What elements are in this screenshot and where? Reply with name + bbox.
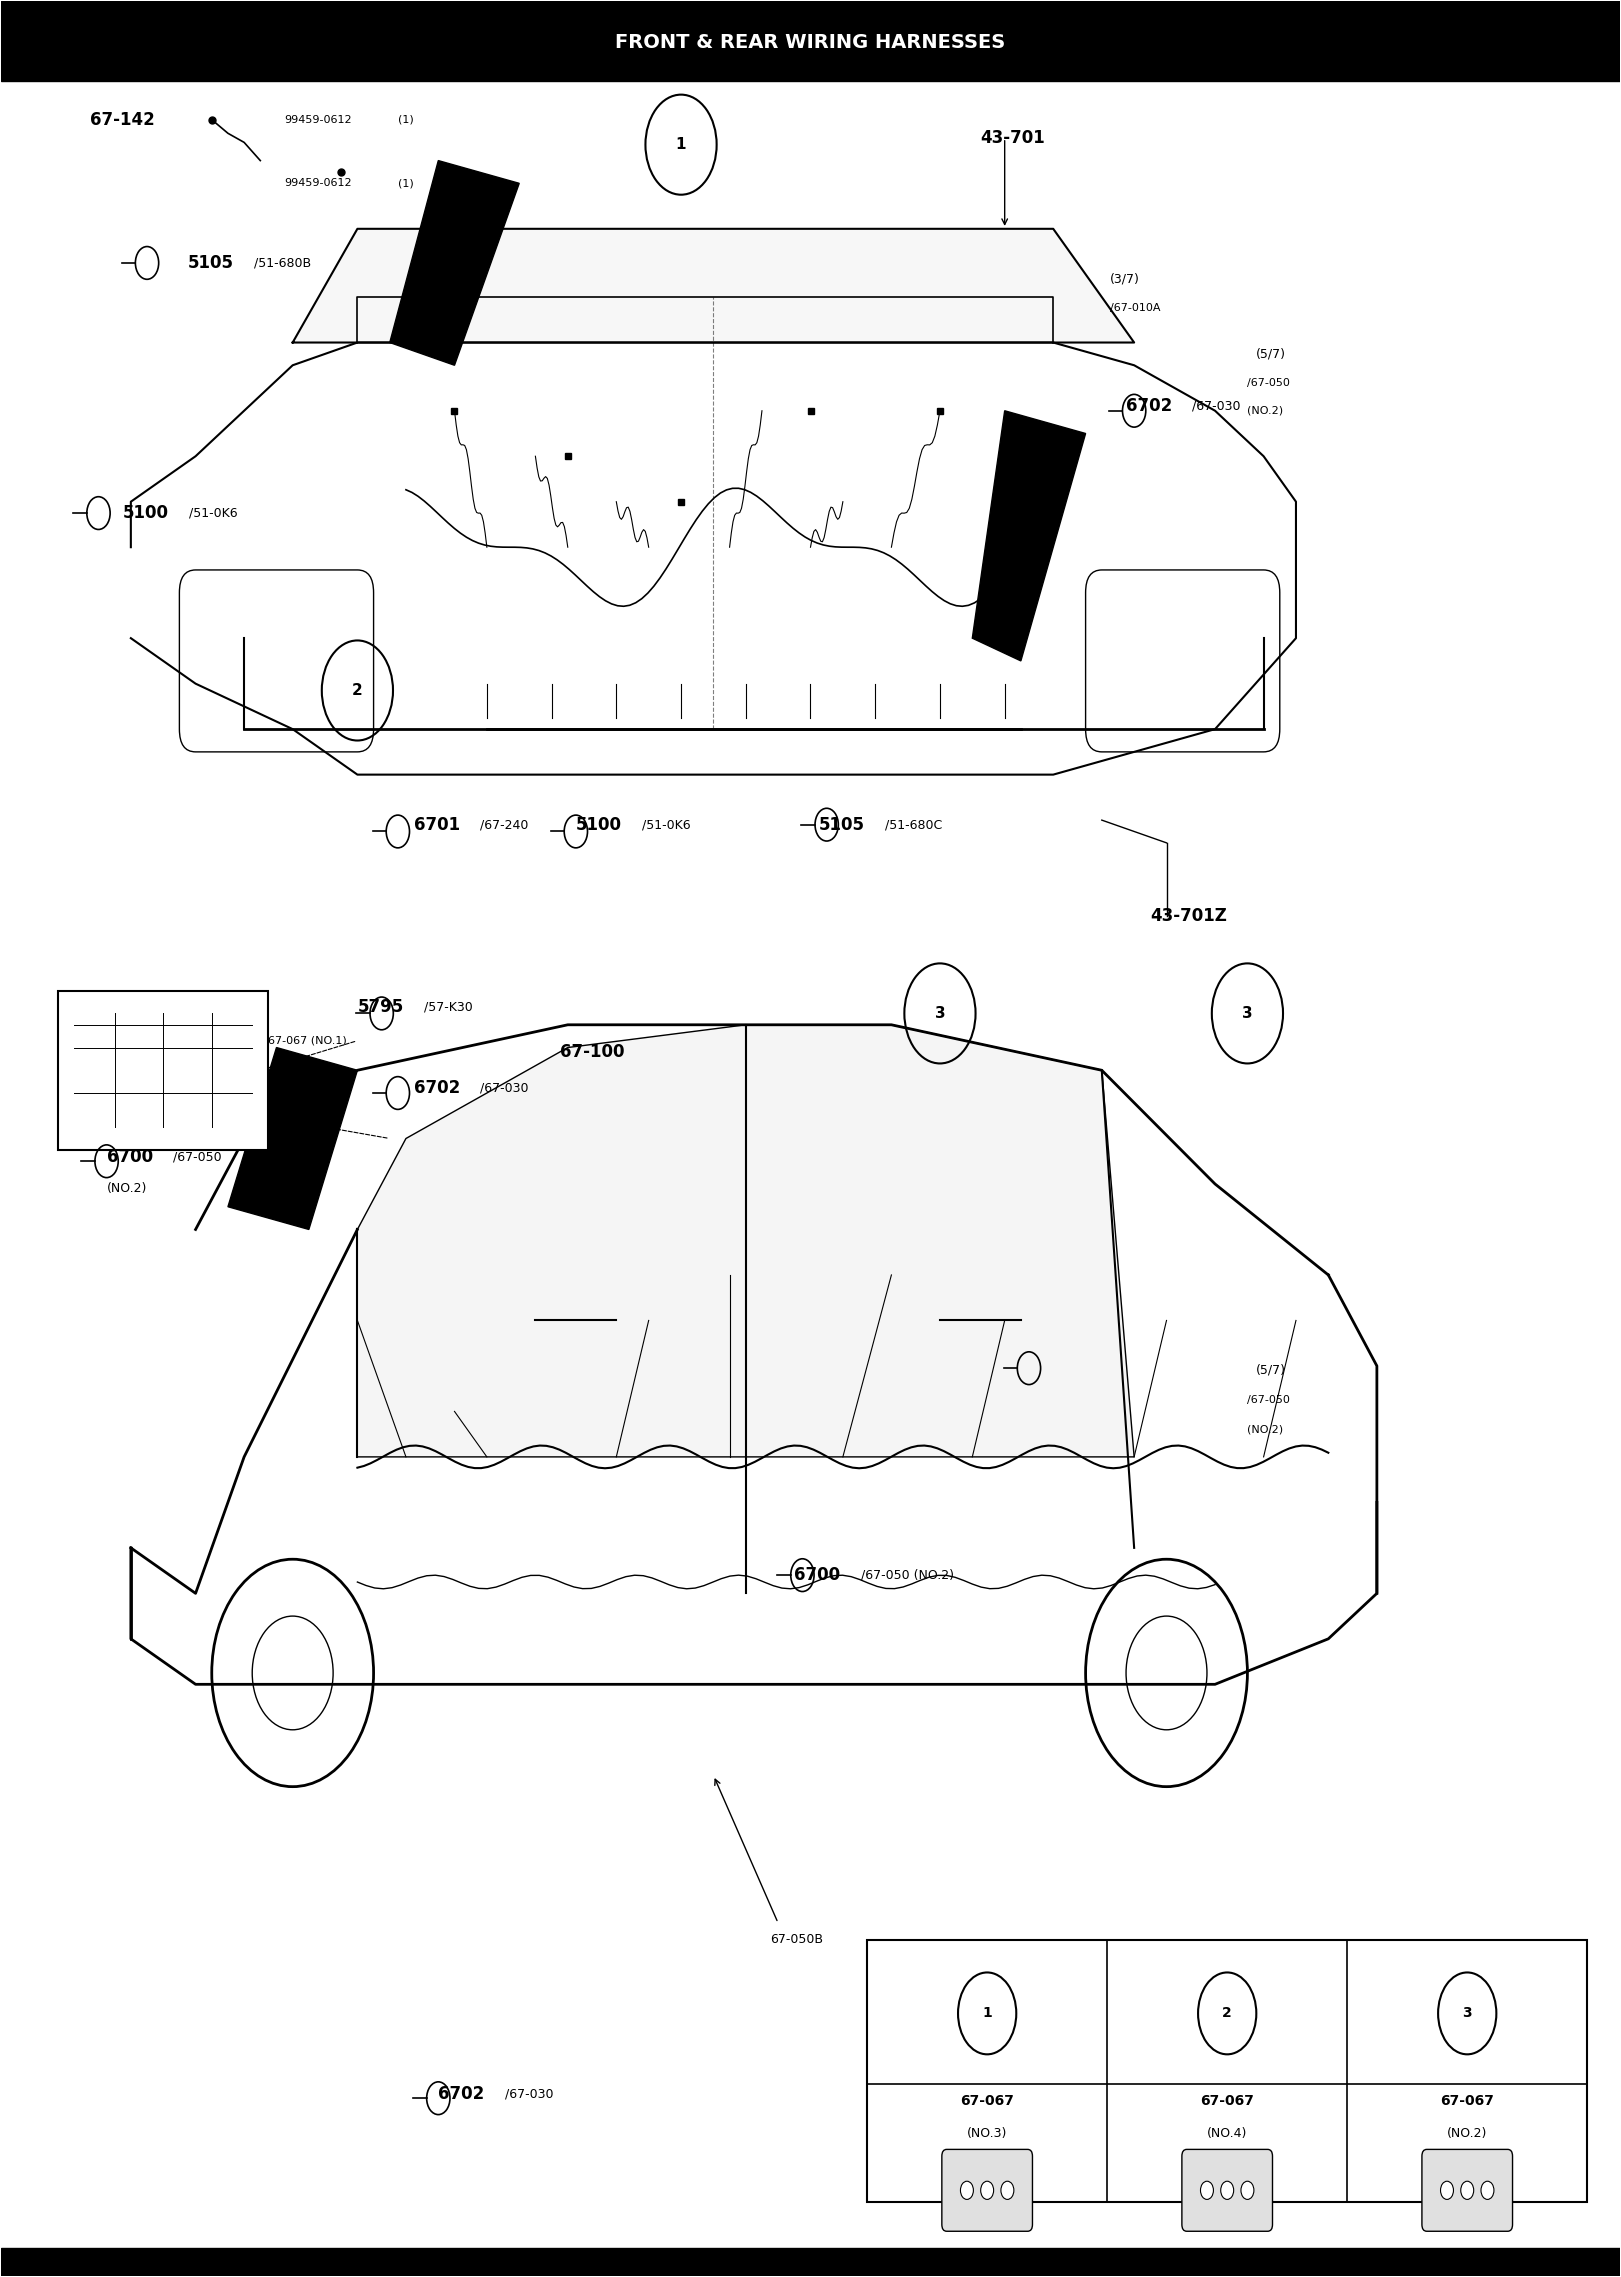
Text: 3: 3 (1242, 1006, 1253, 1020)
Circle shape (961, 2181, 973, 2200)
Text: /51-0K6: /51-0K6 (642, 817, 691, 831)
Text: 67-067: 67-067 (1200, 2095, 1255, 2109)
Circle shape (1482, 2181, 1495, 2200)
FancyBboxPatch shape (58, 990, 269, 1150)
Text: 3: 3 (1462, 2006, 1472, 2020)
Text: /67-010A: /67-010A (1110, 303, 1161, 314)
Text: (5/7): (5/7) (1256, 1364, 1285, 1378)
Text: 67-067 (NO.1): 67-067 (NO.1) (269, 1036, 347, 1045)
Text: 99459-0612: 99459-0612 (285, 178, 352, 189)
Text: 5795: 5795 (357, 997, 404, 1016)
Text: /57-K30: /57-K30 (423, 1000, 472, 1013)
FancyBboxPatch shape (867, 1940, 1587, 2202)
Text: /67-050 (NO.2): /67-050 (NO.2) (861, 1569, 953, 1583)
Circle shape (1201, 2181, 1214, 2200)
Text: 5100: 5100 (575, 815, 622, 833)
Text: 67-100: 67-100 (559, 1043, 624, 1061)
Text: 2: 2 (1222, 2006, 1232, 2020)
FancyBboxPatch shape (942, 2149, 1033, 2231)
Text: 67-067: 67-067 (1441, 2095, 1495, 2109)
Text: 6702: 6702 (413, 1079, 460, 1098)
Text: /51-0K6: /51-0K6 (190, 505, 238, 519)
Text: /67-030: /67-030 (1193, 401, 1242, 412)
Text: /67-030: /67-030 (480, 1082, 528, 1095)
Text: 5105: 5105 (188, 255, 233, 271)
Text: (NO.2): (NO.2) (1248, 1425, 1284, 1435)
Bar (2, 2, 1619, 82)
Text: (NO.2): (NO.2) (1248, 405, 1284, 417)
Circle shape (1461, 2181, 1473, 2200)
Text: /51-680B: /51-680B (254, 257, 311, 269)
Text: (NO.3): (NO.3) (968, 2127, 1007, 2140)
Bar (2, 2247, 1619, 2275)
Text: (1): (1) (397, 178, 413, 189)
Text: 2008 Mazda Mazda3  SEDAN I: 2008 Mazda Mazda3 SEDAN I (707, 89, 914, 105)
Polygon shape (293, 228, 1135, 342)
Text: /67-050: /67-050 (1248, 378, 1290, 389)
Text: 67-050B: 67-050B (770, 1933, 823, 1945)
Text: (NO.2): (NO.2) (107, 1182, 148, 1195)
Text: /51-680C: /51-680C (885, 817, 942, 831)
Text: FRONT & REAR WIRING HARNESSES: FRONT & REAR WIRING HARNESSES (616, 32, 1005, 52)
Circle shape (1221, 2181, 1234, 2200)
PathPatch shape (973, 410, 1086, 660)
Polygon shape (746, 1025, 1135, 1457)
Circle shape (1000, 2181, 1013, 2200)
FancyBboxPatch shape (1422, 2149, 1512, 2231)
Text: 43-701: 43-701 (981, 130, 1046, 146)
Text: 6700: 6700 (794, 1567, 840, 1585)
Text: 1: 1 (982, 2006, 992, 2020)
Text: /67-030: /67-030 (504, 2088, 553, 2099)
Circle shape (1441, 2181, 1454, 2200)
Text: (5/7): (5/7) (1256, 348, 1285, 360)
PathPatch shape (389, 162, 519, 364)
Text: (NO.2): (NO.2) (1448, 2127, 1488, 2140)
Text: 99459-0612: 99459-0612 (285, 114, 352, 125)
Text: 1: 1 (676, 137, 686, 153)
Text: 43-701Z: 43-701Z (1151, 906, 1227, 924)
Text: (NO.4): (NO.4) (1208, 2127, 1248, 2140)
Text: 6702: 6702 (438, 2086, 485, 2102)
Text: 6700: 6700 (107, 1148, 152, 1166)
FancyBboxPatch shape (1182, 2149, 1272, 2231)
Circle shape (1242, 2181, 1255, 2200)
Polygon shape (357, 1025, 746, 1457)
Text: 5105: 5105 (819, 815, 864, 833)
Text: /67-050: /67-050 (173, 1150, 222, 1164)
PathPatch shape (229, 1047, 357, 1230)
Text: 67-142: 67-142 (91, 112, 156, 128)
Text: 67-067: 67-067 (960, 2095, 1015, 2109)
Text: (3/7): (3/7) (1110, 273, 1140, 285)
Text: 3: 3 (935, 1006, 945, 1020)
Circle shape (981, 2181, 994, 2200)
Text: 6701: 6701 (413, 815, 460, 833)
Text: 6702: 6702 (1127, 396, 1172, 414)
Text: /67-240: /67-240 (480, 817, 528, 831)
Text: (1): (1) (397, 114, 413, 125)
Text: /67-050: /67-050 (1248, 1396, 1290, 1405)
Text: 5100: 5100 (123, 503, 169, 521)
Text: 2: 2 (352, 683, 363, 699)
